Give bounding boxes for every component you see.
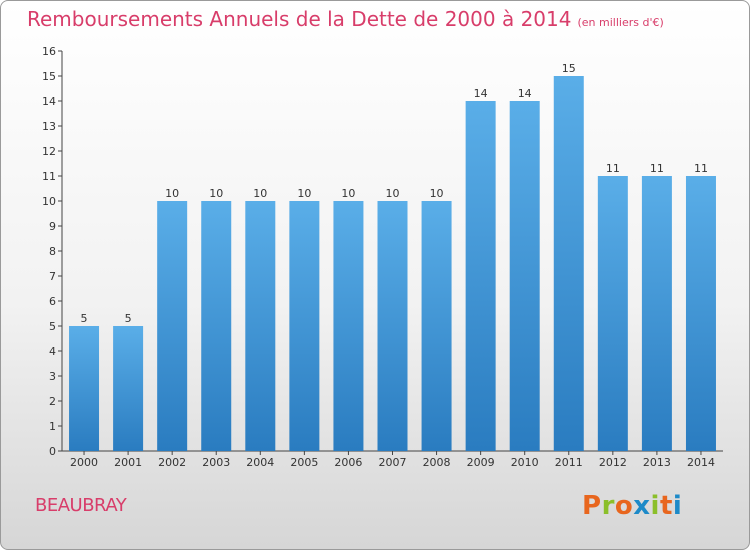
logo-letter: i bbox=[672, 491, 683, 521]
bar-value-label: 11 bbox=[606, 162, 620, 175]
x-tick-label: 2003 bbox=[202, 456, 230, 469]
bar-value-label: 10 bbox=[253, 187, 267, 200]
bar-value-label: 10 bbox=[209, 187, 223, 200]
y-tick-label: 12 bbox=[42, 145, 56, 158]
y-tick-label: 2 bbox=[49, 395, 56, 408]
bar-value-label: 10 bbox=[297, 187, 311, 200]
y-tick-label: 16 bbox=[42, 45, 56, 58]
logo-letter: t bbox=[659, 491, 673, 521]
chart-unit-note: (en milliers d'€) bbox=[577, 16, 664, 29]
bar-value-label: 11 bbox=[650, 162, 664, 175]
bar[interactable] bbox=[465, 101, 496, 451]
x-tick-label: 2014 bbox=[687, 456, 715, 469]
bar-value-label: 5 bbox=[125, 312, 132, 325]
logo-letter: x bbox=[633, 491, 651, 521]
y-tick-label: 8 bbox=[49, 245, 56, 258]
x-tick-label: 2010 bbox=[511, 456, 539, 469]
y-tick-label: 4 bbox=[49, 345, 56, 358]
x-tick-label: 2002 bbox=[158, 456, 186, 469]
y-tick-label: 5 bbox=[49, 320, 56, 333]
x-tick-label: 2012 bbox=[599, 456, 627, 469]
bar[interactable] bbox=[641, 176, 672, 451]
bar[interactable] bbox=[377, 201, 408, 451]
y-tick-label: 3 bbox=[49, 370, 56, 383]
y-tick-label: 1 bbox=[49, 420, 56, 433]
bar-value-label: 5 bbox=[81, 312, 88, 325]
chart-title-text: Remboursements Annuels de la Dette de 20… bbox=[27, 7, 572, 31]
x-tick-label: 2008 bbox=[423, 456, 451, 469]
x-tick-label: 2009 bbox=[467, 456, 495, 469]
logo-letter: i bbox=[650, 491, 660, 521]
x-tick-label: 2011 bbox=[555, 456, 583, 469]
bar[interactable] bbox=[333, 201, 364, 451]
y-tick-label: 10 bbox=[42, 195, 56, 208]
y-tick-label: 11 bbox=[42, 170, 56, 183]
bar[interactable] bbox=[245, 201, 276, 451]
bar[interactable] bbox=[509, 101, 540, 451]
bar-value-label: 10 bbox=[430, 187, 444, 200]
bar[interactable] bbox=[289, 201, 320, 451]
x-tick-label: 2005 bbox=[290, 456, 318, 469]
y-tick-label: 14 bbox=[42, 95, 56, 108]
y-tick-label: 0 bbox=[49, 445, 56, 458]
x-tick-label: 2013 bbox=[643, 456, 671, 469]
y-tick-label: 9 bbox=[49, 220, 56, 233]
bar[interactable] bbox=[157, 201, 188, 451]
commune-name: BEAUBRAY bbox=[35, 495, 127, 516]
bar-value-label: 15 bbox=[562, 62, 576, 75]
chart-title: Remboursements Annuels de la Dette de 20… bbox=[27, 7, 664, 31]
bar[interactable] bbox=[421, 201, 452, 451]
x-tick-label: 2007 bbox=[379, 456, 407, 469]
logo-letter: r bbox=[601, 491, 615, 521]
bar[interactable] bbox=[113, 326, 144, 451]
y-tick-label: 6 bbox=[49, 295, 56, 308]
proxiti-logo[interactable]: Proxiti bbox=[582, 491, 682, 521]
bar[interactable] bbox=[597, 176, 628, 451]
bar[interactable] bbox=[685, 176, 716, 451]
bar-value-label: 14 bbox=[518, 87, 532, 100]
bar[interactable] bbox=[201, 201, 232, 451]
bar-value-label: 10 bbox=[341, 187, 355, 200]
bar-value-label: 11 bbox=[694, 162, 708, 175]
bar[interactable] bbox=[69, 326, 100, 451]
logo-letter: P bbox=[582, 491, 602, 521]
bar-value-label: 14 bbox=[474, 87, 488, 100]
x-tick-label: 2004 bbox=[246, 456, 274, 469]
y-tick-label: 15 bbox=[42, 70, 56, 83]
bar[interactable] bbox=[553, 76, 584, 451]
x-tick-label: 2001 bbox=[114, 456, 142, 469]
y-tick-label: 7 bbox=[49, 270, 56, 283]
logo-letter: o bbox=[614, 491, 634, 521]
x-tick-label: 2006 bbox=[334, 456, 362, 469]
y-tick-label: 13 bbox=[42, 120, 56, 133]
bar-value-label: 10 bbox=[386, 187, 400, 200]
bar-value-label: 10 bbox=[165, 187, 179, 200]
x-tick-label: 2000 bbox=[70, 456, 98, 469]
